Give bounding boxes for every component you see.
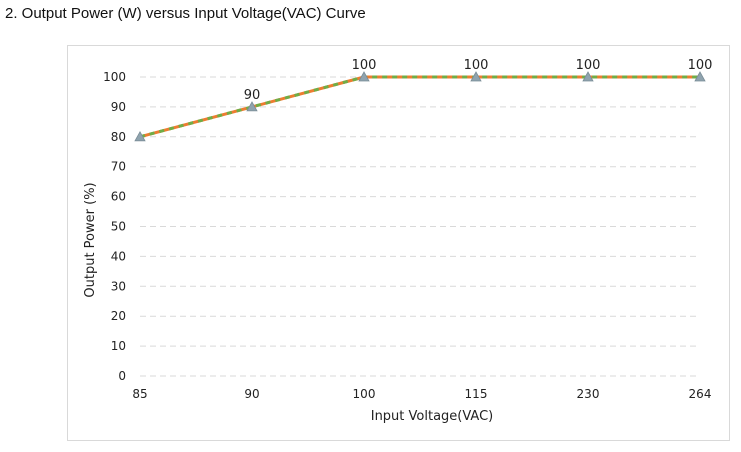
- data-point-marker: [582, 71, 594, 82]
- data-label: 100: [352, 58, 377, 73]
- y-tick-label: 60: [111, 190, 126, 204]
- y-tick-label: 80: [111, 130, 126, 144]
- x-tick-label: 115: [465, 387, 488, 401]
- data-label: 100: [688, 58, 713, 73]
- marker-layer: [134, 71, 706, 142]
- data-label: 100: [464, 58, 489, 73]
- y-tick-label: 50: [111, 220, 126, 234]
- x-tick-label: 85: [132, 387, 147, 401]
- data-label-layer: 90 100 100 100 100: [244, 58, 713, 103]
- x-tick-label: 100: [353, 387, 376, 401]
- y-tick-label: 0: [118, 369, 126, 383]
- x-tick-label: 90: [244, 387, 259, 401]
- data-label: 90: [244, 88, 261, 103]
- y-tick-label: 40: [111, 249, 126, 263]
- y-tick-label: 30: [111, 279, 126, 293]
- y-axis-ticks: 0 10 20 30 40 50 60 70 80 90 100: [103, 70, 126, 383]
- y-tick-label: 20: [111, 309, 126, 323]
- x-axis-ticks: 85 90 100 115 230 264: [132, 387, 711, 401]
- x-axis-title: Input Voltage(VAC): [371, 409, 494, 424]
- y-tick-label: 70: [111, 160, 126, 174]
- data-point-marker: [694, 71, 706, 82]
- data-point-marker: [134, 130, 146, 142]
- y-tick-label: 10: [111, 339, 126, 353]
- series-layer: [139, 75, 700, 139]
- chart-frame: [67, 45, 730, 441]
- y-tick-label: 100: [103, 70, 126, 84]
- x-tick-label: 230: [577, 387, 600, 401]
- page-heading: 2. Output Power (W) versus Input Voltage…: [5, 5, 366, 22]
- data-point-marker: [470, 71, 482, 82]
- y-tick-label: 90: [111, 100, 126, 114]
- data-point-marker: [246, 101, 258, 112]
- x-tick-label: 264: [689, 387, 712, 401]
- data-label: 100: [576, 58, 601, 73]
- y-axis-title: Output Power (%): [83, 182, 98, 297]
- data-point-marker: [358, 71, 370, 82]
- series-line-output-power-dash: [139, 75, 700, 139]
- grid-layer: [140, 76, 700, 377]
